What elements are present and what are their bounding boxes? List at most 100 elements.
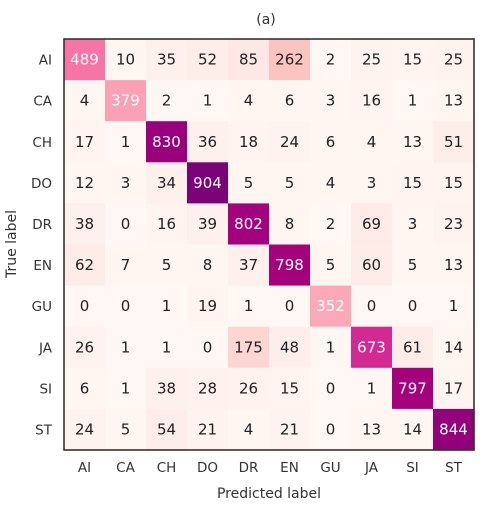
- cell-value-label: 1: [326, 338, 336, 356]
- y-tick-label: CH: [32, 135, 52, 151]
- cell-value-label: 4: [367, 133, 377, 151]
- cell-value-label: 6: [285, 92, 295, 110]
- cell-value-label: 19: [198, 297, 217, 315]
- cell-value-label: 21: [198, 420, 217, 438]
- cell-value-label: 13: [444, 256, 463, 274]
- cell-value-label: 6: [326, 133, 336, 151]
- cell-value-label: 489: [70, 51, 99, 69]
- cell-value-label: 61: [403, 338, 422, 356]
- cell-value-label: 797: [398, 379, 427, 397]
- cell-value-label: 5: [326, 256, 336, 274]
- x-axis-label: Predicted label: [217, 486, 321, 502]
- cell-value-label: 38: [75, 215, 94, 233]
- cell-value-label: 15: [403, 51, 422, 69]
- cell-value-label: 15: [403, 174, 422, 192]
- cell-value-label: 13: [403, 133, 422, 151]
- cell-value-label: 673: [357, 338, 386, 356]
- cell-value-label: 904: [193, 174, 222, 192]
- cell-value-label: 352: [316, 297, 345, 315]
- y-tick-label: CA: [33, 94, 52, 110]
- cell-value-label: 26: [75, 338, 94, 356]
- cell-value-label: 25: [362, 51, 381, 69]
- cell-value-label: 0: [80, 297, 90, 315]
- cell-value-label: 0: [408, 297, 418, 315]
- cell-value-label: 5: [121, 420, 131, 438]
- cell-value-label: 0: [121, 215, 131, 233]
- cell-value-label: 3: [326, 92, 336, 110]
- cell-value-label: 25: [444, 51, 463, 69]
- y-tick-label: DO: [31, 176, 52, 192]
- cell-value-label: 14: [444, 338, 463, 356]
- cell-value-label: 34: [157, 174, 176, 192]
- cell-value-label: 3: [121, 174, 131, 192]
- cell-value-label: 798: [275, 256, 304, 274]
- cell-value-label: 48: [280, 338, 299, 356]
- cell-value-label: 38: [157, 379, 176, 397]
- cell-value-label: 24: [280, 133, 299, 151]
- cell-value-label: 18: [239, 133, 258, 151]
- cell-value-label: 52: [198, 51, 217, 69]
- cell-value-label: 1: [408, 92, 418, 110]
- cell-value-label: 0: [285, 297, 295, 315]
- cell-value-label: 175: [234, 338, 263, 356]
- cell-value-label: 12: [75, 174, 94, 192]
- cell-value-label: 10: [116, 51, 135, 69]
- cell-value-label: 3: [367, 174, 377, 192]
- x-tick-label: CA: [116, 460, 135, 476]
- cell-value-label: 1: [244, 297, 254, 315]
- cell-value-label: 1: [162, 338, 172, 356]
- cell-value-label: 1: [203, 92, 213, 110]
- x-tick-label: EN: [280, 460, 299, 476]
- cell-value-label: 36: [198, 133, 217, 151]
- x-tick-label: CH: [157, 460, 177, 476]
- cell-value-label: 62: [75, 256, 94, 274]
- cell-value-label: 85: [239, 51, 258, 69]
- cell-value-label: 13: [444, 92, 463, 110]
- cell-value-label: 4: [244, 420, 254, 438]
- cell-value-label: 35: [157, 51, 176, 69]
- cell-value-label: 844: [439, 420, 468, 438]
- x-tick-label: DO: [197, 460, 218, 476]
- cell-value-label: 262: [275, 51, 304, 69]
- cell-value-label: 4: [326, 174, 336, 192]
- chart-title: (a): [256, 12, 276, 28]
- cell-value-label: 5: [285, 174, 295, 192]
- cell-value-label: 4: [244, 92, 254, 110]
- cell-value-label: 379: [111, 92, 140, 110]
- cell-value-label: 5: [408, 256, 418, 274]
- y-axis-ticks: AI CA CH DO DR EN GU JA SI ST: [31, 53, 53, 439]
- cell-value-label: 5: [162, 256, 172, 274]
- cell-value-label: 1: [162, 297, 172, 315]
- cell-value-label: 28: [198, 379, 217, 397]
- cell-value-label: 8: [285, 215, 295, 233]
- cell-value-label: 2: [326, 215, 336, 233]
- cell-value-label: 24: [75, 420, 94, 438]
- cell-value-label: 2: [326, 51, 336, 69]
- cell-value-label: 13: [362, 420, 381, 438]
- cell-value-label: 15: [280, 379, 299, 397]
- cell-value-label: 21: [280, 420, 299, 438]
- cell-value-label: 802: [234, 215, 263, 233]
- cell-value-label: 26: [239, 379, 258, 397]
- y-tick-label: JA: [38, 340, 53, 356]
- cell-value-label: 1: [121, 379, 131, 397]
- x-tick-label: ST: [445, 460, 463, 476]
- cell-value-label: 1: [367, 379, 377, 397]
- cell-value-label: 0: [121, 297, 131, 315]
- cell-value-label: 37: [239, 256, 258, 274]
- y-tick-label: AI: [39, 53, 52, 69]
- y-tick-label: SI: [39, 381, 52, 397]
- cell-value-label: 69: [362, 215, 381, 233]
- cell-value-label: 16: [362, 92, 381, 110]
- cell-value-label: 1: [449, 297, 459, 315]
- cell-value-label: 23: [444, 215, 463, 233]
- cell-value-label: 5: [244, 174, 254, 192]
- cell-value-label: 830: [152, 133, 181, 151]
- cell-value-label: 3: [408, 215, 418, 233]
- cell-value-label: 54: [157, 420, 176, 438]
- cell-value-label: 1: [121, 338, 131, 356]
- cell-value-label: 8: [203, 256, 213, 274]
- y-tick-label: DR: [32, 217, 52, 233]
- cell-value-label: 2: [162, 92, 172, 110]
- cell-value-label: 39: [198, 215, 217, 233]
